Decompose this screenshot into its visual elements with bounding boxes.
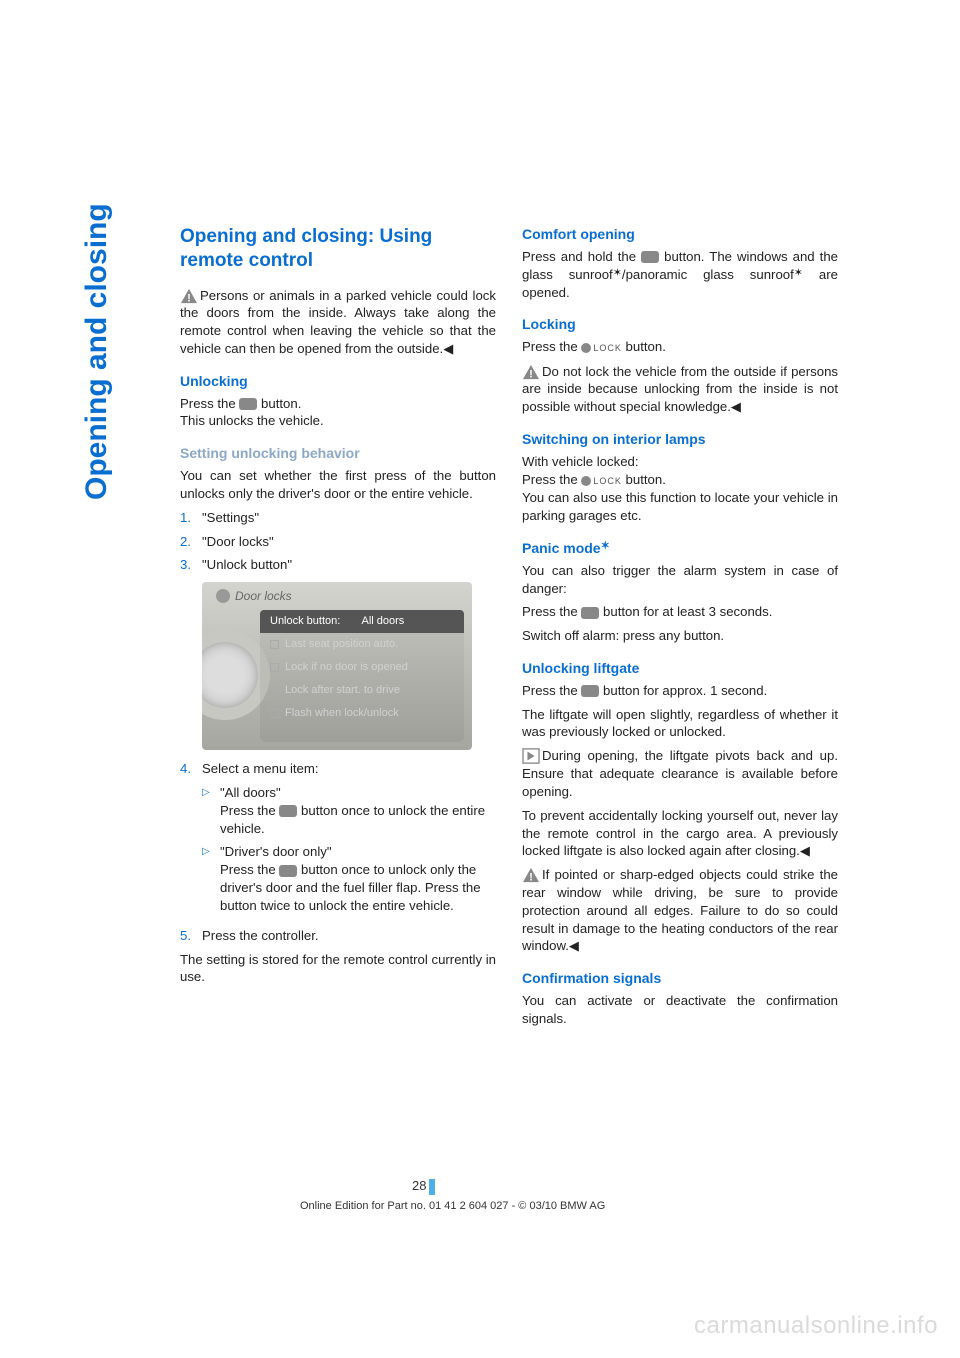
heading-locking: Locking (522, 315, 838, 334)
warning-icon: ! (180, 288, 198, 304)
option-drivers-door: "Driver's door only" Press the button on… (220, 843, 496, 914)
screenshot-row: Last seat position auto. (260, 633, 464, 656)
footer-text: Online Edition for Part no. 01 41 2 604 … (300, 1200, 605, 1212)
heading-setting-behavior: Setting unlocking behavior (180, 444, 496, 463)
heading-comfort-opening: Comfort opening (522, 225, 838, 244)
footnote-star: ✶ (601, 540, 610, 552)
warning-text: If pointed or sharp-edged objects could … (522, 867, 838, 953)
heading-liftgate: Unlocking liftgate (522, 659, 838, 678)
step-text: Select a menu item: (202, 761, 319, 776)
step-number: 2. (180, 533, 202, 551)
liftgate-text-2: The liftgate will open slightly, regardl… (522, 706, 838, 742)
locking-text: Press the LOCK button. (522, 338, 838, 356)
idrive-screenshot: Door locks Unlock button: All doors Last… (202, 582, 472, 750)
warning-parked-vehicle: ! Persons or animals in a parked vehicle… (180, 287, 496, 358)
confirmation-text: You can activate or deactivate the confi… (522, 992, 838, 1028)
steps-list: 1."Settings" 2."Door locks" 3."Unlock bu… (180, 509, 496, 574)
step-text: "Unlock button" (202, 556, 496, 574)
warning-icon: ! (522, 364, 540, 380)
info-text: During opening, the liftgate pivots back… (522, 748, 838, 799)
warning-icon: ! (522, 867, 540, 883)
liftgate-text-3: To prevent accidentally locking yourself… (522, 807, 838, 860)
unlock-button-icon (279, 805, 297, 817)
svg-text:!: ! (187, 292, 191, 304)
footnote-star: ✶ (794, 267, 803, 279)
setting-description: You can set whether the first press of t… (180, 467, 496, 503)
warning-text: Persons or animals in a parked vehicle c… (180, 288, 496, 356)
watermark: carmanualsonline.info (694, 1312, 938, 1340)
screenshot-title: Door locks (216, 588, 292, 604)
step-number: 5. (180, 927, 202, 945)
page-content: Opening and closing: Using remote contro… (180, 225, 840, 1034)
footnote-star: ✶ (613, 267, 622, 279)
panic-text-2: Press the button for at least 3 seconds. (522, 603, 838, 621)
panic-text-3: Switch off alarm: press any button. (522, 627, 838, 645)
step-number: 4. (180, 760, 202, 921)
info-liftgate: During opening, the liftgate pivots back… (522, 747, 838, 800)
step-number: 1. (180, 509, 202, 527)
option-all-doors: "All doors" Press the button once to unl… (220, 784, 496, 837)
step-text: "Settings" (202, 509, 496, 527)
unlock-button-icon (641, 251, 659, 263)
svg-text:!: ! (529, 872, 533, 884)
panic-button-icon (581, 607, 599, 619)
screenshot-row: Flash when lock/unlock (260, 702, 464, 725)
bullet-icon: ▷ (202, 784, 220, 837)
liftgate-button-icon (581, 685, 599, 697)
heading-unlocking: Unlocking (180, 372, 496, 391)
svg-text:!: ! (529, 368, 533, 380)
lock-button-icon: LOCK (581, 471, 622, 489)
screenshot-row: Lock if no door is opened (260, 656, 464, 679)
liftgate-text-1: Press the button for approx. 1 second. (522, 682, 838, 700)
step-text: Press the controller. (202, 927, 496, 945)
main-heading: Opening and closing: Using remote contro… (180, 225, 496, 273)
step-text: "Door locks" (202, 533, 496, 551)
left-column: Opening and closing: Using remote contro… (180, 225, 496, 1034)
step-number: 3. (180, 556, 202, 574)
unlock-instruction: Press the button. This unlocks the vehic… (180, 395, 496, 431)
steps-list-cont: 4. Select a menu item: ▷ "All doors" Pre… (180, 760, 496, 944)
section-title-sidebar: Opening and closing (80, 203, 114, 500)
info-icon (522, 748, 540, 764)
page-number: 28 (412, 1178, 435, 1195)
warning-liftgate: ! If pointed or sharp-edged objects coul… (522, 866, 838, 955)
heading-confirmation: Confirmation signals (522, 969, 838, 988)
lamps-text: With vehicle locked: Press the LOCK butt… (522, 453, 838, 525)
screenshot-row: Lock after start. to drive (260, 679, 464, 702)
right-column: Comfort opening Press and hold the butto… (522, 225, 838, 1034)
heading-interior-lamps: Switching on interior lamps (522, 430, 838, 449)
comfort-text: Press and hold the button. The windows a… (522, 248, 838, 301)
bullet-icon: ▷ (202, 843, 220, 914)
unlock-button-icon (279, 865, 297, 877)
heading-panic-mode: Panic mode✶ (522, 539, 838, 558)
screenshot-row-selected: Unlock button: All doors (260, 610, 464, 633)
setting-stored-note: The setting is stored for the remote con… (180, 951, 496, 987)
warning-locking: ! Do not lock the vehicle from the outsi… (522, 363, 838, 416)
panic-text-1: You can also trigger the alarm system in… (522, 562, 838, 598)
lock-button-icon: LOCK (581, 339, 622, 357)
unlock-button-icon (239, 398, 257, 410)
warning-text: Do not lock the vehicle from the outside… (522, 364, 838, 415)
